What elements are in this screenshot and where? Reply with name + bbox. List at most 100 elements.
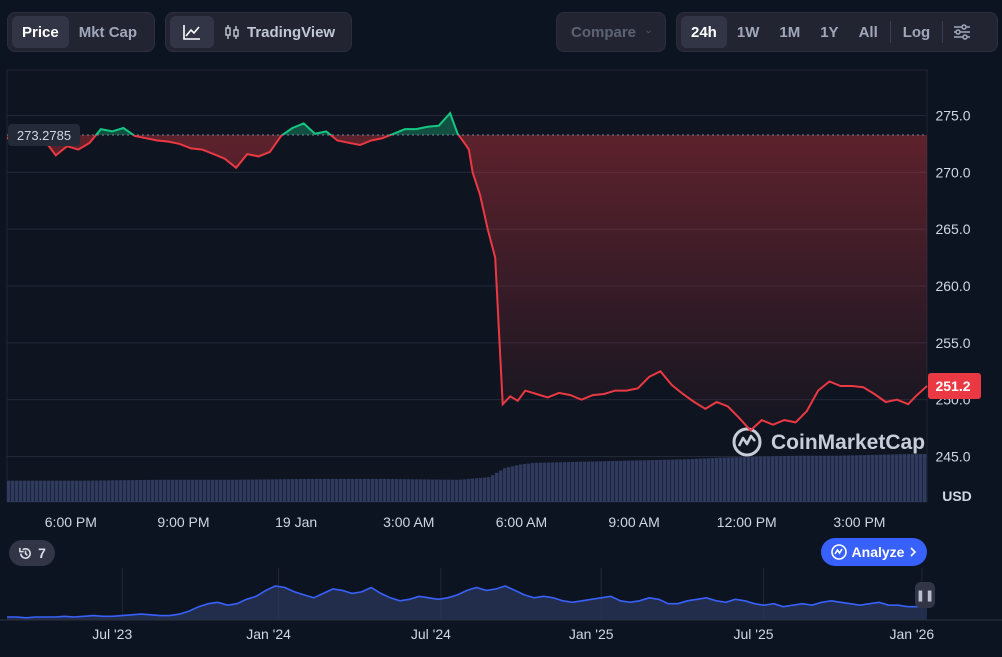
tradingview-button[interactable]: TradingView	[214, 16, 345, 48]
volume-bar	[151, 479, 155, 502]
volume-bar	[75, 480, 79, 502]
x-tick-label: 12:00 PM	[717, 514, 777, 530]
volume-bar	[407, 479, 411, 502]
volume-bar	[311, 478, 315, 502]
range-1w[interactable]: 1W	[736, 23, 760, 41]
y-tick-label: 270.0	[935, 164, 970, 180]
volume-bar	[879, 454, 883, 502]
range-all[interactable]: All	[858, 23, 878, 41]
volume-bar	[11, 480, 15, 502]
volume-bar	[391, 478, 395, 502]
x-tick-label: 3:00 AM	[383, 514, 434, 530]
range-navigator[interactable]: Jul '23 Jan '24 Jul '24 Jan '25 Jul '25 Jan '…	[0, 568, 1002, 652]
volume-bar	[635, 460, 639, 502]
log-scale-button[interactable]: Log	[902, 23, 931, 41]
volume-bar	[631, 460, 635, 502]
volume-bar	[731, 457, 735, 502]
navigator-ticks: Jul '23 Jan '24 Jul '24 Jan '25 Jul '25 Jan '…	[92, 626, 934, 642]
volume-bar	[543, 462, 547, 502]
volume-bar	[495, 472, 499, 502]
compare-button[interactable]: Compare	[561, 16, 661, 48]
navigator-svg[interactable]: Jul '23 Jan '24 Jul '24 Jan '25 Jul '25 Jan '…	[0, 568, 1002, 652]
volume-bar	[319, 478, 323, 502]
volume-bar	[195, 479, 199, 502]
analyze-label: Analyze	[851, 544, 905, 560]
line-chart-button[interactable]	[170, 16, 214, 48]
volume-bar	[103, 480, 107, 502]
volume-bar	[375, 478, 379, 502]
volume-bar	[67, 480, 71, 502]
price-line-below-reference	[7, 135, 928, 432]
volume-bar	[403, 479, 407, 502]
volume-bar	[95, 480, 99, 502]
volume-bar	[771, 456, 775, 502]
tab-mkt-cap[interactable]: Mkt Cap	[78, 23, 138, 41]
volume-bar	[351, 478, 355, 502]
navigator-handle[interactable]: ❚❚	[915, 582, 935, 608]
volume-bar	[247, 479, 251, 502]
volume-bar	[799, 455, 803, 502]
volume-bar	[51, 480, 55, 502]
volume-bar	[283, 479, 287, 502]
history-badge[interactable]: 7	[9, 540, 55, 566]
volume-bar	[795, 455, 799, 502]
volume-bar	[707, 458, 711, 502]
chart-settings-button[interactable]	[945, 16, 979, 48]
volume-bar	[591, 461, 595, 502]
navigator-tick-label: Jan '26	[889, 626, 934, 642]
volume-bar	[567, 462, 571, 502]
volume-bar	[455, 479, 459, 502]
x-axis-ticks: 6:00 PM 9:00 PM 19 Jan 3:00 AM 6:00 AM 9:00 A…	[45, 514, 886, 530]
volume-bar	[123, 480, 127, 502]
volume-bar	[839, 455, 843, 502]
volume-bar	[663, 459, 667, 502]
volume-bar	[603, 461, 607, 502]
range-24h[interactable]: 24h	[681, 16, 727, 48]
volume-bar	[23, 480, 27, 502]
volume-bar	[815, 455, 819, 502]
reference-price-label: 273.2785	[8, 124, 80, 147]
volume-bar	[183, 479, 187, 502]
range-1y[interactable]: 1Y	[820, 23, 839, 41]
volume-bar	[911, 454, 915, 502]
tradingview-label: TradingView	[247, 23, 336, 41]
volume-bar	[231, 479, 235, 502]
volume-bar	[291, 479, 295, 502]
volume-bar	[551, 462, 555, 502]
sliders-icon	[954, 24, 971, 40]
chevron-down-icon	[646, 30, 651, 34]
volume-bar	[99, 480, 103, 502]
volume-bar	[363, 478, 367, 502]
tab-price[interactable]: Price	[12, 16, 69, 48]
volume-bar	[599, 461, 603, 502]
volume-bar	[63, 480, 67, 502]
y-tick-label: 245.0	[935, 449, 970, 465]
volume-bar	[863, 455, 867, 502]
price-chart[interactable]: CoinMarketCap 273.2785 275.0 270.0 265.0 26…	[0, 60, 1002, 540]
volume-bar	[735, 457, 739, 502]
volume-bar	[847, 455, 851, 502]
volume-bar	[643, 460, 647, 502]
volume-bar	[683, 459, 687, 502]
volume-bar	[507, 467, 511, 502]
volume-bar	[539, 462, 543, 502]
volume-bar	[83, 480, 87, 502]
compare-dropdown[interactable]: Compare	[556, 12, 666, 52]
volume-bar	[827, 455, 831, 502]
volume-bar	[87, 480, 91, 502]
analyze-button[interactable]: Analyze	[821, 538, 927, 566]
volume-bar	[903, 454, 907, 502]
volume-bar	[187, 479, 191, 502]
y-axis-unit: USD	[942, 488, 972, 504]
volume-bar	[175, 479, 179, 502]
volume-bar	[871, 454, 875, 502]
volume-bar	[303, 478, 307, 502]
range-1m[interactable]: 1M	[779, 23, 801, 41]
volume-bar	[115, 480, 119, 502]
volume-bar	[887, 454, 891, 502]
price-chart-svg[interactable]: CoinMarketCap 273.2785 275.0 270.0 265.0 26…	[0, 60, 1002, 540]
volume-bar	[611, 461, 615, 502]
volume-bar	[167, 479, 171, 502]
volume-bar	[659, 459, 663, 502]
volume-bar	[811, 455, 815, 502]
